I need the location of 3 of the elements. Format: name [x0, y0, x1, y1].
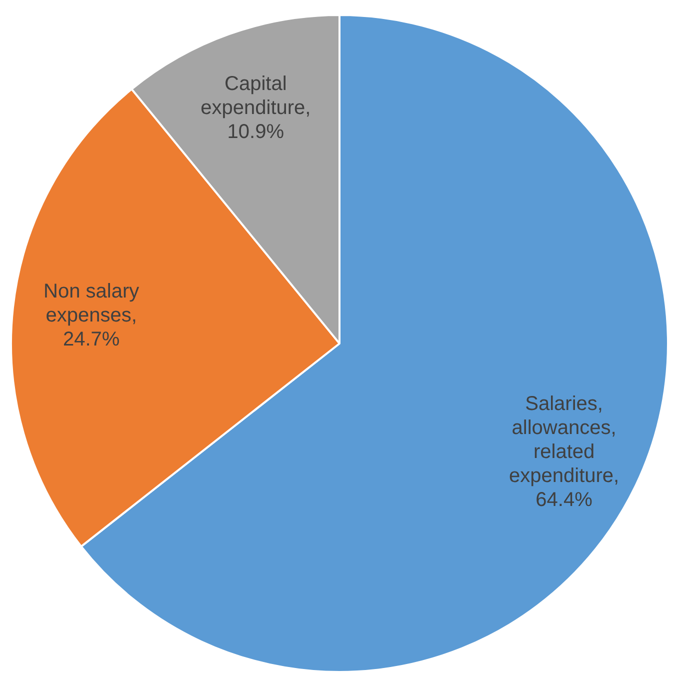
slice-label: Non salary expenses, 24.7% — [44, 280, 140, 351]
slice-label: Salaries, allowances, related expenditure, 64.4% — [509, 393, 620, 512]
slice-label: Capital expenditure, 10.9% — [200, 72, 311, 143]
